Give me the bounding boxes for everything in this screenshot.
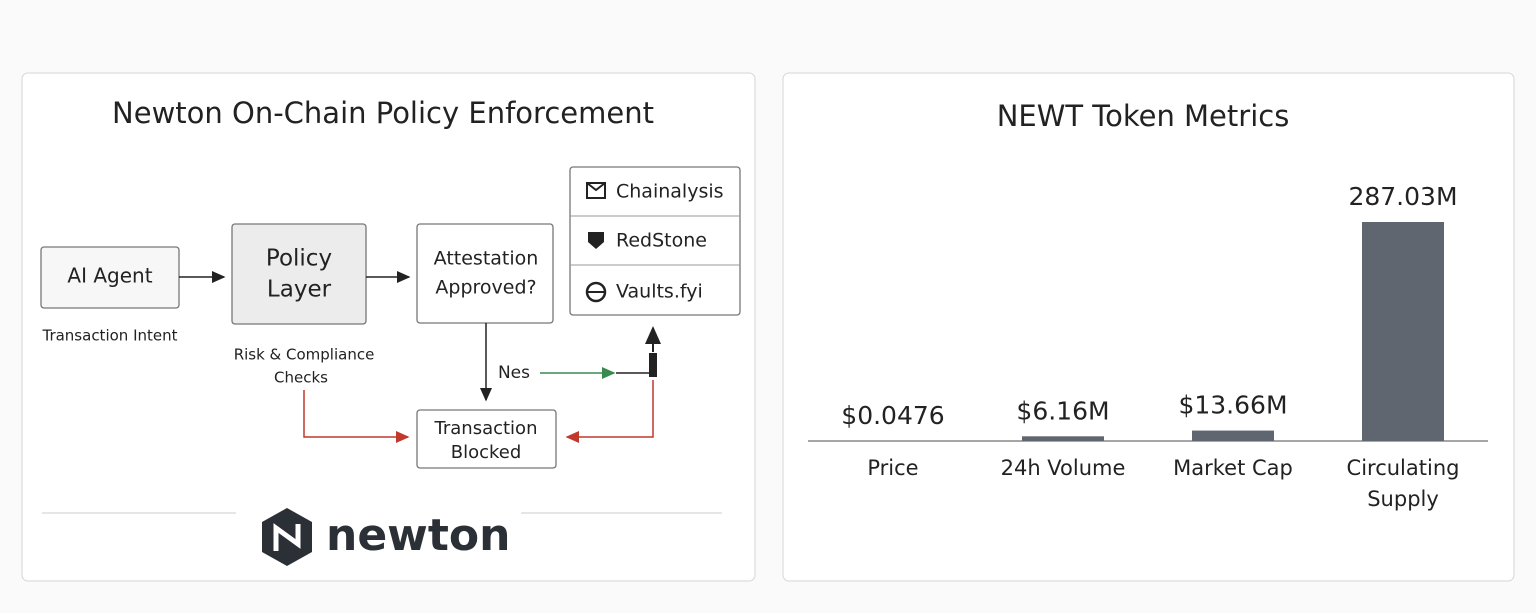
bar (1192, 430, 1274, 441)
bar (1362, 222, 1444, 441)
node-box (416, 223, 554, 324)
connector (649, 353, 657, 377)
diagram-title: Newton On-Chain Policy Enforcement (112, 96, 654, 130)
provider-box (569, 166, 741, 316)
x-tick-label: Circulating Supply (1346, 456, 1460, 511)
node-box (416, 409, 557, 469)
value-label: $6.16M (1016, 396, 1109, 425)
node-label: Layer (267, 277, 332, 303)
right-panel (782, 72, 1515, 582)
provider-label: Chainalysis (616, 181, 724, 203)
bar (1022, 436, 1104, 441)
edge-label: Risk & Compliance (234, 346, 375, 364)
value-label: $13.66M (1178, 391, 1287, 420)
x-tick-label: 24h Volume (1000, 456, 1126, 480)
value-label: 287.03M (1348, 182, 1457, 211)
node-label: AI Agent (67, 264, 152, 288)
logo-text: newton (326, 510, 510, 561)
edge-label: Transaction Intent (41, 327, 177, 345)
arrow (565, 380, 654, 443)
x-tick-label: Market Cap (1173, 456, 1293, 480)
edge-label: Nes (498, 363, 530, 383)
node-label: Policy (266, 246, 332, 272)
node-label: Blocked (451, 442, 522, 463)
node-label: Approved? (435, 277, 536, 299)
icon (586, 182, 606, 199)
node-label: Transaction (434, 418, 538, 439)
provider-label: Vaults.fyi (616, 281, 703, 303)
chart-title: NEWT Token Metrics (997, 99, 1290, 133)
node-box (231, 223, 367, 325)
edge-label: Checks (274, 369, 328, 387)
provider-label: RedStone (616, 230, 707, 252)
arrow (303, 390, 410, 443)
x-tick-label: Price (867, 456, 919, 480)
node-label: Attestation (434, 248, 539, 270)
value-label: $0.0476 (841, 401, 944, 430)
icon (588, 232, 604, 249)
logo-mark (273, 523, 301, 551)
